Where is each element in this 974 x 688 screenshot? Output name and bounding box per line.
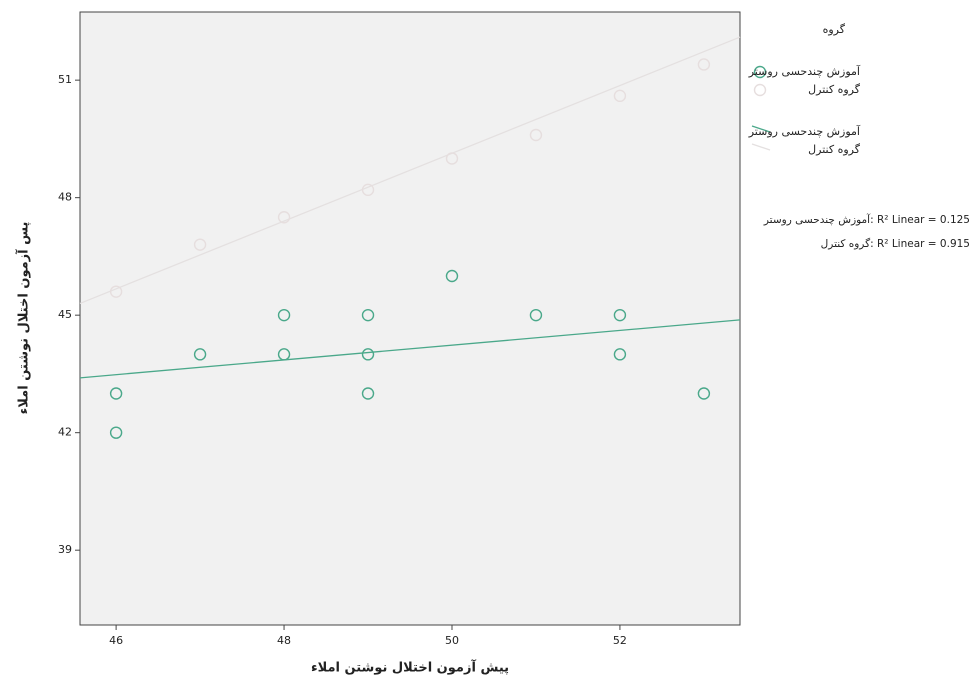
point	[193, 238, 207, 251]
point	[697, 58, 711, 71]
point	[613, 308, 627, 322]
fit-line	[79, 319, 741, 379]
legend-marker	[753, 65, 767, 79]
point	[193, 348, 207, 361]
fit-line	[79, 36, 741, 305]
point	[277, 348, 291, 361]
y-tick-label: 48	[58, 191, 72, 204]
legend-label: گروه کنترل	[808, 143, 861, 156]
x-tick-label: 50	[445, 634, 459, 647]
point	[697, 387, 711, 400]
x-tick-label: 46	[109, 634, 123, 647]
point	[109, 387, 123, 400]
legend-title: گروه	[823, 23, 846, 36]
y-axis-label: پس آزمون اختلال نوشتن املاء	[15, 222, 32, 415]
x-axis-label: پیش آزمون اختلال نوشتن املاء	[311, 659, 509, 676]
y-tick-label: 42	[58, 426, 72, 439]
point	[361, 183, 375, 197]
legend-label: آموزش چندحسی روستر	[748, 64, 861, 78]
point	[613, 89, 627, 103]
point	[109, 285, 123, 298]
legend-line	[751, 143, 771, 151]
annotation: گروه کنترل: R² Linear = 0.915	[821, 237, 970, 250]
point	[613, 348, 627, 361]
point	[445, 152, 459, 165]
point	[445, 269, 459, 283]
y-tick-label: 51	[58, 73, 72, 86]
point	[277, 211, 291, 224]
point	[277, 308, 291, 322]
y-tick-label: 39	[58, 543, 72, 556]
legend-label: گروه کنترل	[808, 83, 861, 96]
legend-marker	[753, 83, 767, 97]
point	[361, 387, 375, 400]
point	[529, 128, 543, 142]
y-tick-label: 45	[58, 308, 72, 321]
annotation: آموزش چندحسی روستر: R² Linear = 0.125	[763, 213, 970, 226]
point	[529, 308, 543, 322]
point	[109, 426, 123, 439]
legend-label: آموزش چندحسی روستر	[748, 124, 861, 138]
point	[361, 348, 375, 361]
legend-line	[751, 125, 771, 133]
point	[361, 308, 375, 322]
x-tick-label: 52	[613, 634, 627, 647]
x-tick-label: 48	[277, 634, 291, 647]
plot-area	[79, 11, 741, 626]
